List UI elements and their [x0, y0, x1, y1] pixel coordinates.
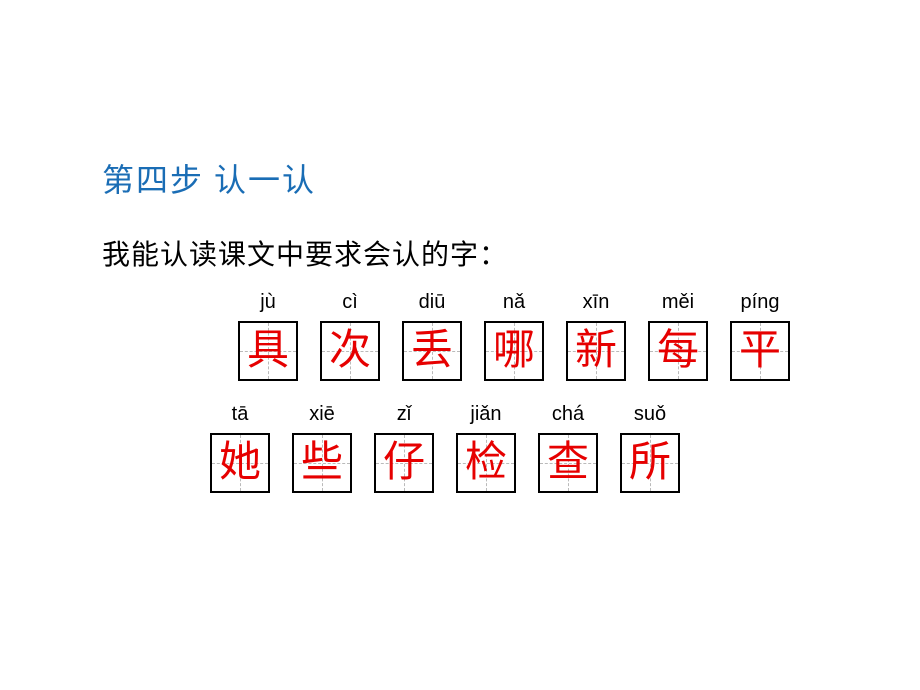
char-glyph: 具: [247, 330, 289, 372]
instruction-text: 我能认读课文中要求会认的字：: [102, 233, 820, 273]
char-glyph: 丢: [411, 330, 453, 372]
char-block: měi 每: [648, 291, 708, 381]
pinyin-label: nǎ: [503, 291, 525, 315]
pinyin-label: suǒ: [634, 403, 666, 427]
char-glyph: 每: [657, 330, 699, 372]
pinyin-label: jù: [260, 291, 276, 315]
char-glyph: 查: [547, 442, 589, 484]
char-box: 平: [730, 321, 790, 381]
char-box: 检: [456, 433, 516, 493]
char-box: 所: [620, 433, 680, 493]
char-box: 她: [210, 433, 270, 493]
char-glyph: 检: [465, 442, 507, 484]
pinyin-label: píng: [741, 291, 780, 315]
char-block: xiē 些: [292, 403, 352, 493]
char-block: tā 她: [210, 403, 270, 493]
char-box: 仔: [374, 433, 434, 493]
char-glyph: 新: [575, 330, 617, 372]
char-box: 具: [238, 321, 298, 381]
char-glyph: 所: [629, 442, 671, 484]
char-box: 查: [538, 433, 598, 493]
char-box: 哪: [484, 321, 544, 381]
char-box: 些: [292, 433, 352, 493]
char-glyph: 哪: [493, 330, 535, 372]
character-row-2: tā 她 xiē 些 zǐ 仔 jiǎn 检 chá 查 suǒ 所: [210, 403, 820, 493]
char-box: 新: [566, 321, 626, 381]
pinyin-label: chá: [552, 403, 584, 427]
pinyin-label: xiē: [309, 403, 335, 427]
char-block: jù 具: [238, 291, 298, 381]
pinyin-label: xīn: [583, 291, 610, 315]
char-block: cì 次: [320, 291, 380, 381]
char-glyph: 些: [301, 442, 343, 484]
char-block: chá 查: [538, 403, 598, 493]
char-box: 每: [648, 321, 708, 381]
pinyin-label: tā: [232, 403, 249, 427]
char-block: zǐ 仔: [374, 403, 434, 493]
pinyin-label: zǐ: [397, 403, 411, 427]
content-area: 第四步 认一认 我能认读课文中要求会认的字： jù 具 cì 次 diū 丢 n…: [0, 0, 920, 493]
pinyin-label: diū: [419, 291, 446, 315]
char-glyph: 次: [329, 330, 371, 372]
step-heading: 第四步 认一认: [102, 155, 820, 201]
pinyin-label: cì: [342, 291, 358, 315]
char-box: 丢: [402, 321, 462, 381]
char-block: diū 丢: [402, 291, 462, 381]
char-box: 次: [320, 321, 380, 381]
character-row-1: jù 具 cì 次 diū 丢 nǎ 哪 xīn 新 měi 每 píng 平: [238, 291, 820, 381]
char-block: nǎ 哪: [484, 291, 544, 381]
char-block: xīn 新: [566, 291, 626, 381]
char-glyph: 平: [739, 330, 781, 372]
pinyin-label: měi: [662, 291, 694, 315]
char-block: suǒ 所: [620, 403, 680, 493]
char-glyph: 仔: [383, 442, 425, 484]
char-block: jiǎn 检: [456, 403, 516, 493]
char-block: píng 平: [730, 291, 790, 381]
pinyin-label: jiǎn: [470, 403, 501, 427]
char-glyph: 她: [219, 442, 261, 484]
